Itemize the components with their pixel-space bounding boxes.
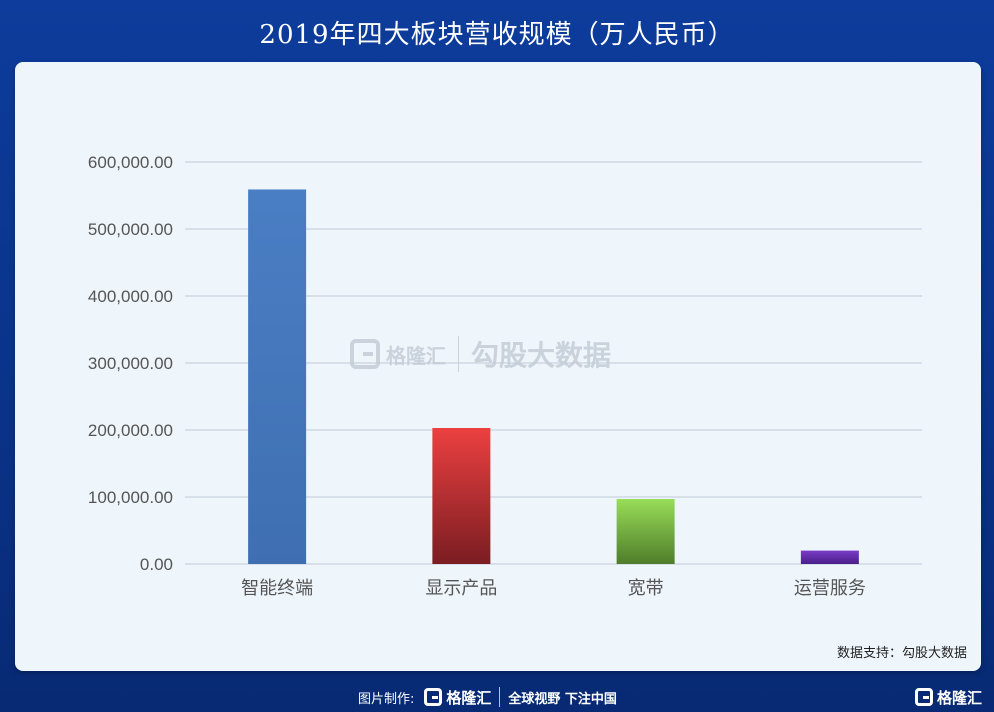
watermark: 格隆汇 勾股大数据 (350, 334, 611, 374)
x-tick-label: 宽带 (628, 578, 664, 599)
footer-slogan: 全球视野 下注中国 (508, 691, 617, 707)
bar (248, 189, 307, 564)
watermark-brand: 格隆汇 (386, 343, 446, 368)
y-tick-label: 500,000.00 (88, 220, 173, 239)
brand-logo-icon (424, 688, 443, 706)
footer-brand: 格隆汇 (446, 688, 492, 707)
x-tick-label: 智能终端 (241, 578, 313, 599)
x-tick-label: 运营服务 (794, 578, 866, 599)
footer-corner-brand: 格隆汇 (936, 688, 982, 707)
bar (800, 550, 859, 564)
bar-chart: 0.00 100,000.00 200,000.00 300,000.00 400,00… (88, 153, 922, 599)
bar (616, 499, 675, 564)
x-tick-label: 显示产品 (425, 578, 497, 599)
footer-credit-group: 图片制作: 格隆汇 全球视野 下注中国 (358, 682, 617, 712)
y-tick-label: 200,000.00 (88, 421, 173, 440)
chart-panel: 0.00 100,000.00 200,000.00 300,000.00 400,00… (15, 62, 981, 671)
y-tick-label: 600,000.00 (88, 153, 173, 172)
y-tick-label: 300,000.00 (88, 354, 173, 373)
y-tick-label: 0.00 (140, 555, 173, 574)
y-tick-label: 100,000.00 (88, 488, 173, 507)
watermark-divider (458, 336, 459, 372)
footer-divider (499, 687, 501, 707)
y-tick-label: 400,000.00 (88, 287, 173, 306)
chart-title: 2019年四大板块营收规模（万人民币） (259, 20, 735, 50)
brand-logo-icon (914, 688, 933, 706)
footer-corner-logo: 格隆汇 (905, 682, 982, 712)
footer: 图片制作: 格隆汇 全球视野 下注中国 格隆汇 (0, 682, 994, 712)
bar (432, 427, 491, 564)
footer-credit: 图片制作: (358, 691, 415, 707)
brand-logo-icon (350, 339, 380, 369)
data-source: 数据支持：勾股大数据 (836, 646, 967, 661)
watermark-text: 勾股大数据 (471, 339, 612, 372)
